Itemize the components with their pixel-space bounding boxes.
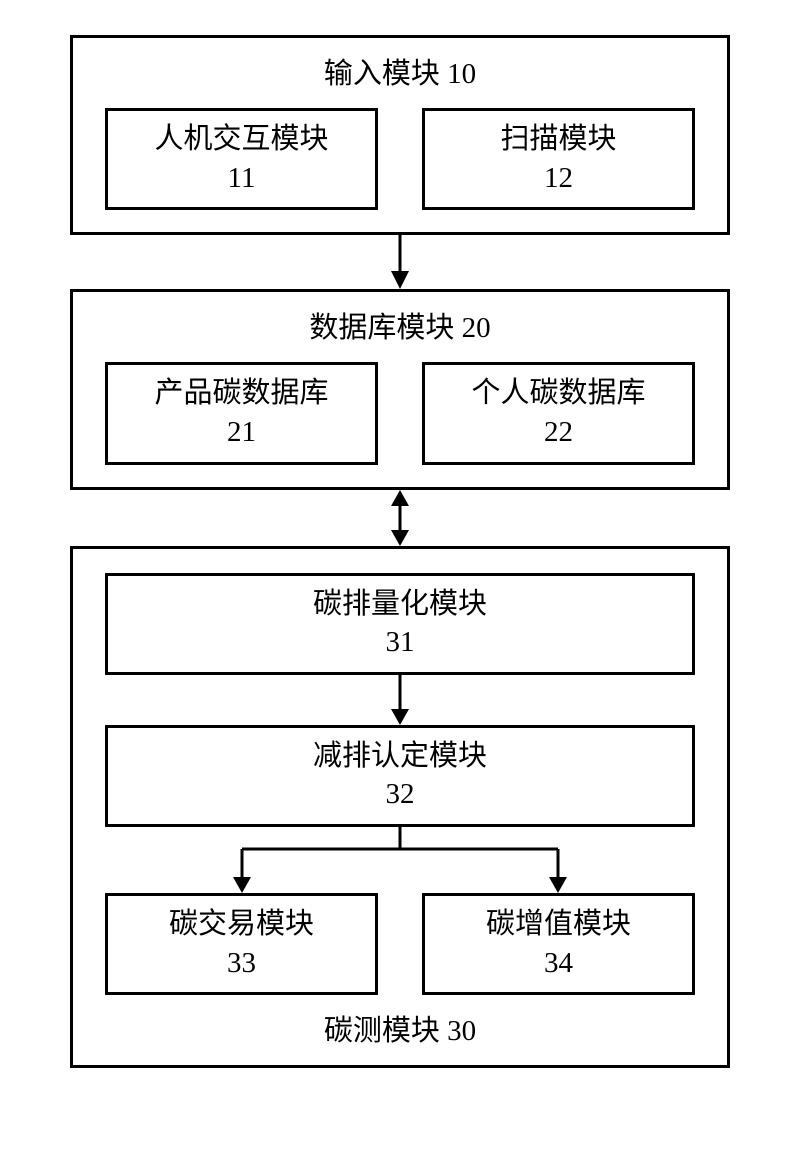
carbon-module-title: 碳测模块 30 xyxy=(73,995,727,1057)
input-module-title: 输入模块 10 xyxy=(73,38,727,108)
input-children-row: 人机交互模块 11 扫描模块 12 xyxy=(73,108,727,210)
carbon-trade-box: 碳交易模块 33 xyxy=(105,893,378,995)
carbon-trade-number: 33 xyxy=(108,945,375,983)
carbon-certify-label: 减排认定模块 xyxy=(108,736,692,777)
carbon-quantify-label: 碳排量化模块 xyxy=(108,584,692,625)
arrow-branch-icon xyxy=(102,827,698,893)
carbon-quantify-box: 碳排量化模块 31 xyxy=(105,573,695,675)
database-children-row: 产品碳数据库 21 个人碳数据库 22 xyxy=(73,362,727,464)
scan-module-number: 12 xyxy=(425,160,692,198)
personal-db-number: 22 xyxy=(425,414,692,452)
database-module-box: 数据库模块 20 产品碳数据库 21 个人碳数据库 22 xyxy=(70,289,730,489)
carbon-inner-column: 碳排量化模块 31 减排认定模块 32 xyxy=(73,549,727,996)
carbon-certify-box: 减排认定模块 32 xyxy=(105,725,695,827)
carbon-bottom-row: 碳交易模块 33 碳增值模块 34 xyxy=(105,893,695,995)
database-module-title: 数据库模块 20 xyxy=(73,292,727,362)
arrow-20-to-30-bidir xyxy=(70,490,730,546)
carbon-quantify-number: 31 xyxy=(108,624,692,662)
personal-db-label: 个人碳数据库 xyxy=(425,373,692,414)
arrow-10-to-20 xyxy=(70,235,730,289)
diagram-root: 输入模块 10 人机交互模块 11 扫描模块 12 数据库模块 20 产品碳数据… xyxy=(70,35,730,1068)
carbon-module-box: 碳排量化模块 31 减排认定模块 32 xyxy=(70,546,730,1069)
personal-db-box: 个人碳数据库 22 xyxy=(422,362,695,464)
hci-module-label: 人机交互模块 xyxy=(108,119,375,160)
scan-module-label: 扫描模块 xyxy=(425,119,692,160)
arrow-bidirectional-icon xyxy=(380,490,420,546)
product-db-label: 产品碳数据库 xyxy=(108,373,375,414)
hci-module-box: 人机交互模块 11 xyxy=(105,108,378,210)
carbon-value-box: 碳增值模块 34 xyxy=(422,893,695,995)
arrow-31-to-32-icon xyxy=(380,675,420,725)
carbon-value-label: 碳增值模块 xyxy=(425,904,692,945)
arrow-down-icon xyxy=(380,235,420,289)
carbon-trade-label: 碳交易模块 xyxy=(108,904,375,945)
scan-module-box: 扫描模块 12 xyxy=(422,108,695,210)
carbon-certify-number: 32 xyxy=(108,776,692,814)
input-module-box: 输入模块 10 人机交互模块 11 扫描模块 12 xyxy=(70,35,730,235)
product-db-box: 产品碳数据库 21 xyxy=(105,362,378,464)
product-db-number: 21 xyxy=(108,414,375,452)
hci-module-number: 11 xyxy=(108,160,375,198)
carbon-value-number: 34 xyxy=(425,945,692,983)
